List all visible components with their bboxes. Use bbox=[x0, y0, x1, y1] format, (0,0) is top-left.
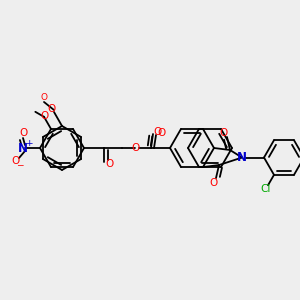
Text: O: O bbox=[105, 159, 113, 169]
Text: O: O bbox=[19, 128, 27, 138]
Text: −: − bbox=[16, 160, 24, 169]
Text: O: O bbox=[154, 127, 162, 137]
Text: O: O bbox=[210, 178, 218, 188]
Text: O: O bbox=[12, 156, 20, 166]
Text: O: O bbox=[157, 128, 165, 138]
Text: O: O bbox=[220, 128, 228, 138]
Text: O: O bbox=[40, 111, 48, 121]
Text: Cl: Cl bbox=[261, 184, 271, 194]
Text: O: O bbox=[132, 143, 140, 153]
Text: +: + bbox=[25, 139, 33, 148]
Text: N: N bbox=[18, 142, 28, 154]
Text: N: N bbox=[237, 151, 247, 164]
Text: O: O bbox=[40, 94, 47, 103]
Text: O: O bbox=[48, 104, 56, 114]
